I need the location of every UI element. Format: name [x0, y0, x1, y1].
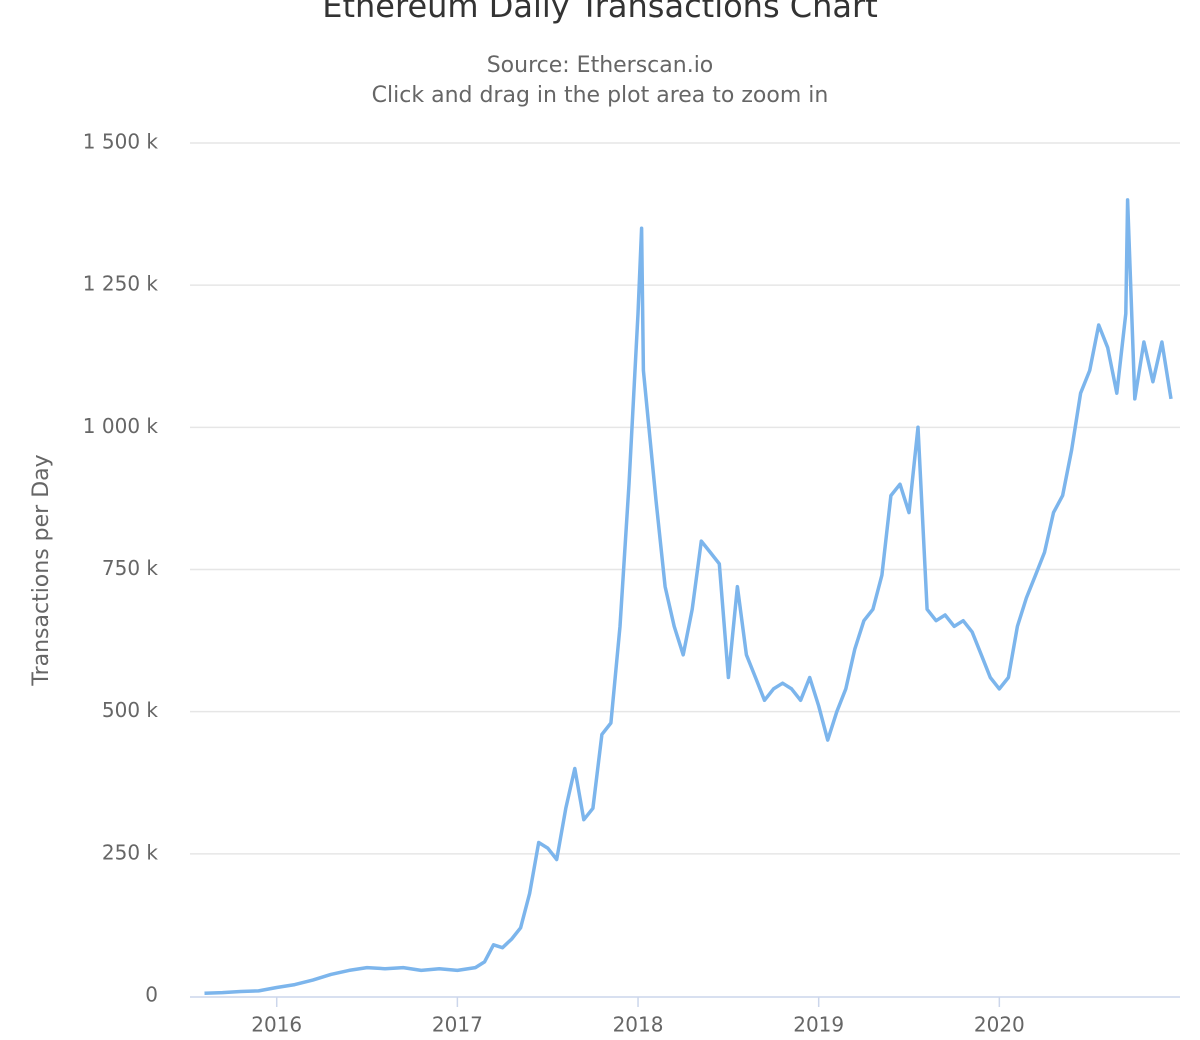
x-tick-label: 2020	[974, 1013, 1025, 1037]
y-tick-label: 1 250 k	[83, 272, 159, 296]
chart-subtitle: Source: Etherscan.io	[487, 53, 714, 78]
x-tick-label: 2017	[432, 1013, 483, 1037]
chart-title: Ethereum Daily Transactions Chart	[322, 0, 877, 25]
series-line	[204, 198, 1173, 995]
y-tick-label: 250 k	[102, 840, 159, 864]
y-tick-label: 500 k	[102, 698, 159, 722]
chart-subtitle: Click and drag in the plot area to zoom …	[372, 83, 829, 108]
x-tick-label: 2019	[793, 1013, 844, 1037]
x-tick-label: 2016	[251, 1013, 302, 1037]
x-tick-label: 2018	[613, 1013, 664, 1037]
y-tick-label: 1 500 k	[83, 130, 159, 154]
y-tick-label: 0	[145, 983, 158, 1007]
y-tick-label: 750 k	[102, 556, 159, 580]
y-tick-label: 1 000 k	[83, 414, 159, 438]
y-axis-title: Transactions per Day	[29, 454, 54, 686]
